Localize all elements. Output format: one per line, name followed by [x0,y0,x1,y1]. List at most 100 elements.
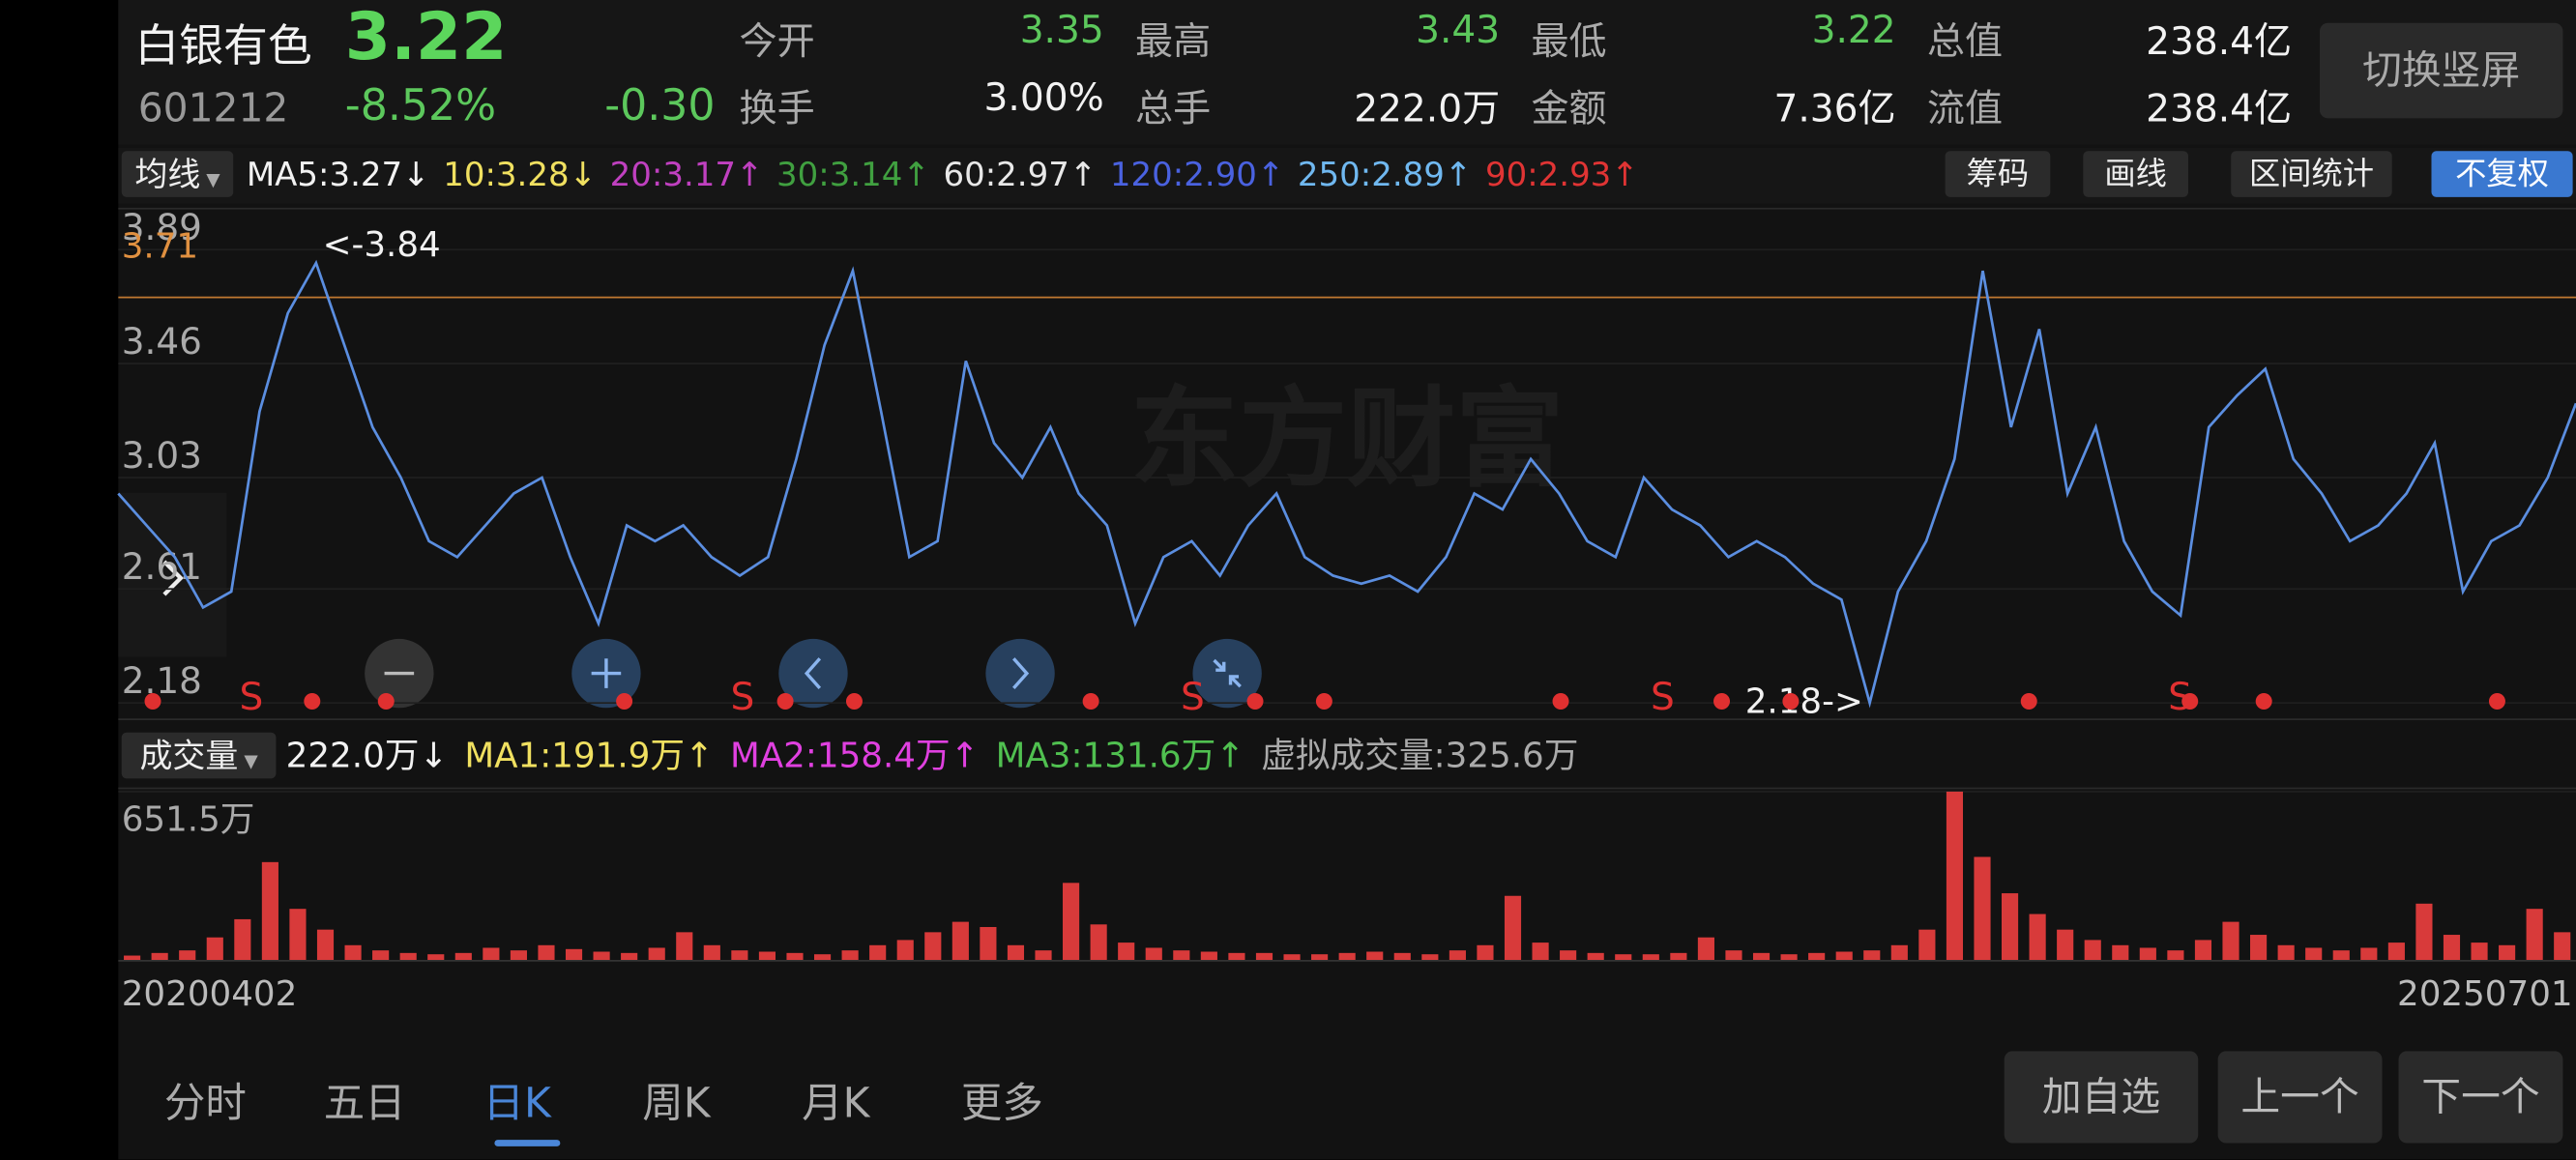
icon [1012,657,1030,690]
action-button[interactable]: 加自选 [2004,1051,2199,1144]
stat-value: 3.00% [983,76,1104,121]
ma-item: MA5:3.27↓ [246,154,430,194]
signal-label: S [240,676,264,719]
signal-dot [377,692,395,710]
volume-bar [1228,952,1245,961]
volume-bar [538,944,555,961]
price-line [117,259,2576,709]
volume-bar [1063,883,1080,961]
ma-selector[interactable]: 均线 ▼ [121,151,234,197]
stat-label: 流值 [1926,88,2004,131]
signal-label: S [731,676,755,719]
main-area: 白银有色 3.22 601212 -8.52% -0.30 切换竖屏 今开 3.3… [118,0,2576,1160]
volume-bar [813,954,832,961]
move-right[interactable] [985,638,1055,709]
tab[interactable]: 周K [642,1079,711,1127]
volume-bar [1532,942,1549,961]
signal-dot [2488,692,2505,710]
tab[interactable]: 五日 [323,1079,406,1127]
volume-bar [2194,940,2212,961]
volume-bar [1118,942,1135,961]
volume-bar [2029,914,2046,961]
volume-bar [2332,950,2350,961]
tab[interactable]: 日K [483,1079,551,1127]
volume-bar [951,921,969,961]
volume-bar [2250,935,2268,961]
stat-label: 换手 [739,88,815,131]
volume-bar [372,950,390,961]
volume-bar [1283,954,1301,961]
volume-bar [1173,950,1190,961]
volume-bar [151,952,168,961]
volume-bar [1725,950,1742,961]
change-pct: -8.52% [344,81,497,131]
tab-indicator [494,1140,561,1146]
ma-button[interactable]: 筹码 [1945,151,2051,197]
volume-bar [2499,944,2516,961]
volume-bar [1642,954,1659,961]
stat-value: 238.4亿 [2146,88,2293,131]
move-left[interactable] [778,638,848,709]
price: 3.22 [344,0,508,76]
volume-bar [2443,935,2461,961]
volume-bar [980,926,997,961]
reset[interactable] [1192,638,1262,709]
ma-item: 30:3.14↑ [776,154,930,194]
icon [591,658,622,688]
switch-button[interactable]: 切换竖屏 [2319,22,2563,119]
volume-bar [2526,909,2543,961]
tab[interactable]: 月K [802,1079,870,1127]
volume-bar [2139,947,2156,961]
ma-item: 90:2.93↑ [1484,154,1639,194]
signal-dot [2181,692,2199,710]
header [118,0,2576,145]
volume-bar [1393,952,1411,961]
volume-bar [1338,952,1356,961]
stat-value: 238.4亿 [2146,21,2293,65]
action-button[interactable]: 下一个 [2398,1051,2563,1144]
volume-bar [124,955,141,961]
date-end: 20250701 [2396,973,2573,1014]
y-tick-label: 3.89 [122,206,202,248]
tab[interactable]: 更多 [960,1079,1043,1127]
icon [804,657,822,690]
volume-selector-label: 成交量 [139,736,239,775]
volume-bar [2360,947,2378,961]
volume-bar [483,947,500,961]
volume-selector[interactable]: 成交量 ▼ [121,732,277,779]
volume-bar [731,950,748,961]
max-annotation: <-3.84 [323,225,441,265]
change: -0.30 [604,81,716,131]
date-start: 20200402 [121,973,298,1014]
volume-bar [1835,951,1853,961]
volume-bar [2305,947,2323,961]
volume-item: MA2:158.4万↑ [729,736,980,775]
volume-bar [1366,951,1384,961]
volume-bar [786,952,804,961]
volume-bar [344,944,362,961]
volume-bar [261,861,278,961]
volume-bar [2387,942,2405,961]
volume-bar [1587,952,1604,961]
volume-bar [454,952,472,961]
volume-bar [869,944,887,961]
tab[interactable]: 分时 [163,1079,247,1127]
volume-bar [896,940,914,961]
volume-bar [1200,951,1217,961]
ma-button[interactable]: 不复权 [2431,151,2573,197]
ma-button[interactable]: 画线 [2083,151,2189,197]
watermark: 东方财富 [1130,377,1565,503]
volume-bar [1477,944,1494,961]
volume-items: 222.0万↓ MA1:191.9万↑ MA2:158.4万↑ MA3:131.6万↑… [286,733,1595,779]
signal-dot [144,692,161,710]
action-button[interactable]: 上一个 [2217,1051,2383,1144]
stat-value: 222.0万 [1354,88,1501,131]
stat-label: 最低 [1531,21,1607,65]
min-annotation: 2.18-> [1745,682,1863,721]
y-tick-label: 651.5万 [122,800,255,840]
volume-bar [1090,924,1107,961]
volume-bar [179,950,196,961]
signal-dot [1082,692,1099,710]
ma-button[interactable]: 区间统计 [2231,151,2392,197]
